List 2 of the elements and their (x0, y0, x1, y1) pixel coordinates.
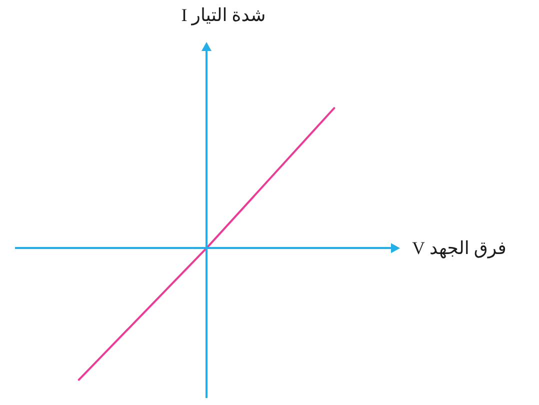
y-axis-title: شدة التيار I (181, 5, 266, 26)
x-axis-title: فرق الجهد V (412, 238, 506, 260)
